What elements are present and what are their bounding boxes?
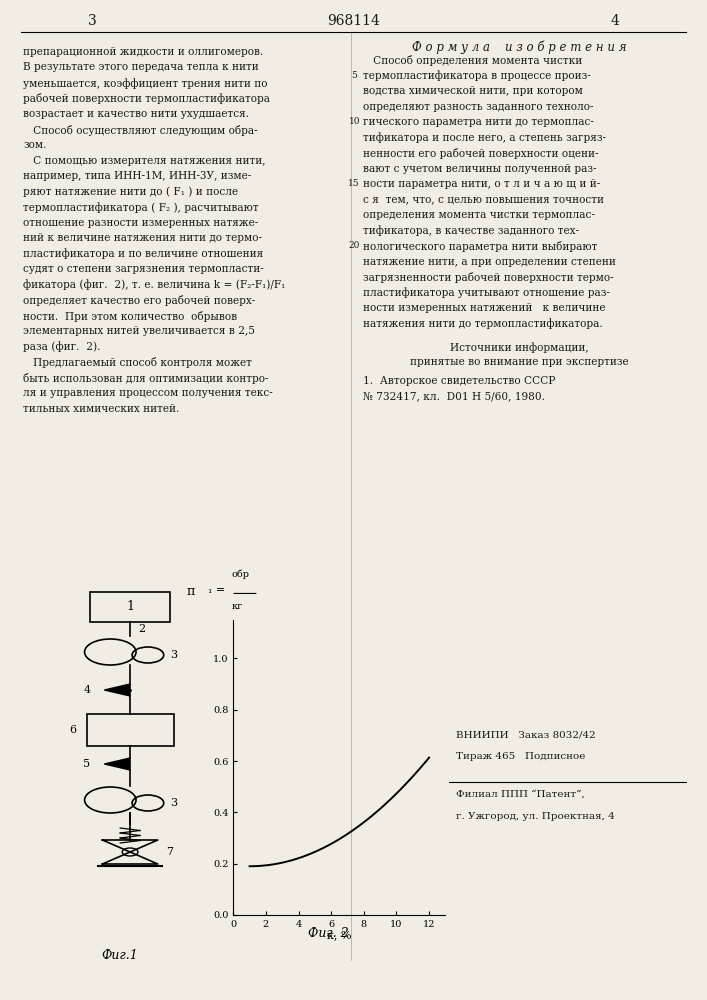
- Text: 7: 7: [165, 847, 173, 857]
- Bar: [90, 592, 170, 622]
- Text: 1.  Авторское свидетельство СССР: 1. Авторское свидетельство СССР: [363, 376, 555, 386]
- Text: определения момента чистки термоплас-: определения момента чистки термоплас-: [363, 210, 595, 220]
- Text: рабочей поверхности термопластификатора: рабочей поверхности термопластификатора: [23, 94, 270, 104]
- Text: Источники информации,: Источники информации,: [450, 342, 589, 353]
- Text: термопластификатора в процессе произ-: термопластификатора в процессе произ-: [363, 70, 590, 81]
- Text: № 732417, кл.  D01 Н 5/60, 1980.: № 732417, кл. D01 Н 5/60, 1980.: [363, 391, 544, 401]
- Text: кг: кг: [231, 602, 243, 611]
- Text: ₁ =: ₁ =: [208, 585, 225, 595]
- Text: отношение разности измеренных натяже-: отношение разности измеренных натяже-: [23, 218, 259, 228]
- Bar: [86, 714, 174, 746]
- Text: с я  тем, что, с целью повышения точности: с я тем, что, с целью повышения точности: [363, 195, 604, 205]
- Text: 5: 5: [83, 759, 90, 769]
- X-axis label: к, %: к, %: [327, 930, 351, 940]
- Text: 4: 4: [83, 685, 90, 695]
- Text: ний к величине натяжения нити до термо-: ний к величине натяжения нити до термо-: [23, 233, 262, 243]
- Text: зом.: зом.: [23, 140, 47, 150]
- Text: тификатора, в качестве заданного тех-: тификатора, в качестве заданного тех-: [363, 226, 579, 236]
- Text: Способ определения момента чистки: Способ определения момента чистки: [363, 55, 582, 66]
- Text: обр: обр: [231, 570, 249, 579]
- Text: Фиг.1: Фиг.1: [102, 949, 139, 962]
- Text: Ф о р м у л а    и з о б р е т е н и я: Ф о р м у л а и з о б р е т е н и я: [412, 40, 627, 53]
- Text: Филиал ППП “Патент”,: Филиал ППП “Патент”,: [456, 790, 585, 799]
- Text: С помощью измерителя натяжения нити,: С помощью измерителя натяжения нити,: [23, 156, 266, 166]
- Text: фикатора (фиг.  2), т. е. величина k = (F₂-F₁)/F₁: фикатора (фиг. 2), т. е. величина k = (F…: [23, 280, 286, 290]
- Text: Фиг. 2: Фиг. 2: [308, 927, 349, 940]
- Text: определяют разность заданного техноло-: определяют разность заданного техноло-: [363, 102, 593, 111]
- Text: ля и управления процессом получения текс-: ля и управления процессом получения текс…: [23, 388, 273, 398]
- Text: элементарных нитей увеличивается в 2,5: элементарных нитей увеличивается в 2,5: [23, 326, 255, 336]
- Text: тильных химических нитей.: тильных химических нитей.: [23, 403, 180, 414]
- Text: Способ осуществляют следующим обра-: Способ осуществляют следующим обра-: [23, 124, 258, 135]
- Text: препарационной жидкости и оллигомеров.: препарационной жидкости и оллигомеров.: [23, 47, 264, 57]
- Text: 2: 2: [138, 624, 145, 634]
- Text: 3: 3: [88, 14, 96, 28]
- Text: вают с учетом величины полученной раз-: вают с учетом величины полученной раз-: [363, 164, 596, 174]
- Text: определяет качество его рабочей поверх-: определяет качество его рабочей поверх-: [23, 295, 256, 306]
- Text: ряют натяжение нити до ( F₁ ) и после: ряют натяжение нити до ( F₁ ) и после: [23, 187, 238, 197]
- Text: 3: 3: [170, 798, 177, 808]
- Text: 6: 6: [69, 725, 76, 735]
- Text: 1: 1: [126, 600, 134, 613]
- Polygon shape: [105, 758, 130, 770]
- Text: уменьшается, коэффициент трения нити по: уменьшается, коэффициент трения нити по: [23, 78, 268, 89]
- Text: ности.  При этом количество  обрывов: ности. При этом количество обрывов: [23, 310, 238, 322]
- Text: ненности его рабочей поверхности оцени-: ненности его рабочей поверхности оцени-: [363, 148, 598, 159]
- Text: 5: 5: [351, 70, 357, 80]
- Text: нологического параметра нити выбирают: нологического параметра нити выбирают: [363, 241, 597, 252]
- Text: Тираж 465   Подписное: Тираж 465 Подписное: [456, 752, 585, 761]
- Polygon shape: [105, 684, 130, 696]
- Text: пластификатора и по величине отношения: пластификатора и по величине отношения: [23, 248, 264, 259]
- Text: 968114: 968114: [327, 14, 380, 28]
- Text: натяжение нити, а при определении степени: натяжение нити, а при определении степен…: [363, 257, 616, 267]
- Text: термопластификатора ( F₂ ), расчитывают: термопластификатора ( F₂ ), расчитывают: [23, 202, 259, 213]
- Text: судят о степени загрязнения термопласти-: судят о степени загрязнения термопласти-: [23, 264, 264, 274]
- Text: п: п: [187, 585, 195, 598]
- Text: ности измеренных натяжений   к величине: ности измеренных натяжений к величине: [363, 303, 605, 313]
- Text: пластификатора учитывают отношение раз-: пластификатора учитывают отношение раз-: [363, 288, 609, 298]
- Text: водства химической нити, при котором: водства химической нити, при котором: [363, 86, 583, 96]
- Text: 20: 20: [349, 241, 360, 250]
- Text: ности параметра нити, о т л и ч а ю щ и й-: ности параметра нити, о т л и ч а ю щ и …: [363, 179, 600, 189]
- Text: Предлагаемый способ контроля может: Предлагаемый способ контроля может: [23, 357, 252, 368]
- Text: 15: 15: [349, 179, 360, 188]
- Text: 4: 4: [611, 14, 619, 28]
- Text: натяжения нити до термопластификатора.: натяжения нити до термопластификатора.: [363, 318, 602, 329]
- Text: раза (фиг.  2).: раза (фиг. 2).: [23, 342, 101, 352]
- Text: ВНИИПИ   Заказ 8032/42: ВНИИПИ Заказ 8032/42: [456, 730, 596, 739]
- Text: г. Ужгород, ул. Проектная, 4: г. Ужгород, ул. Проектная, 4: [456, 812, 615, 821]
- Text: 3: 3: [170, 650, 177, 660]
- Text: 10: 10: [349, 117, 360, 126]
- Text: тификатора и после него, а степень загряз-: тификатора и после него, а степень загря…: [363, 133, 606, 143]
- Text: гического параметра нити до термоплас-: гического параметра нити до термоплас-: [363, 117, 594, 127]
- Text: например, типа ИНН-1М, ИНН-3У, изме-: например, типа ИНН-1М, ИНН-3У, изме-: [23, 171, 252, 181]
- Text: В результате этого передача тепла к нити: В результате этого передача тепла к нити: [23, 62, 259, 73]
- Text: возрастает и качество нити ухудшается.: возрастает и качество нити ухудшается.: [23, 109, 250, 119]
- Text: принятые во внимание при экспертизе: принятые во внимание при экспертизе: [410, 357, 629, 367]
- Text: загрязненности рабочей поверхности термо-: загрязненности рабочей поверхности термо…: [363, 272, 613, 283]
- Text: быть использован для оптимизации контро-: быть использован для оптимизации контро-: [23, 372, 269, 383]
